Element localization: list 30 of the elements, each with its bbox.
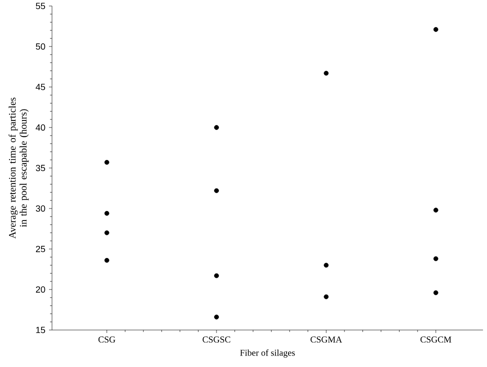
y-tick-label: 30 [36,205,46,212]
point [214,125,219,130]
x-tick-label: CSGCM [420,336,452,343]
point [104,258,110,263]
point [324,294,329,300]
point [104,230,110,236]
point [214,314,219,320]
y-tick-label: 45 [36,84,46,90]
point [324,70,329,76]
y-tick-label: 25 [36,246,46,252]
point [214,273,219,278]
point [104,160,110,165]
point [104,210,110,216]
point [433,27,438,32]
point [433,256,438,262]
y-tick-label: 55 [36,2,46,10]
point [324,262,329,268]
point [433,290,438,296]
x-tick-label: CSGSC [202,336,230,343]
y-tick-label: 35 [36,164,46,172]
y-tick-label: 40 [36,124,46,131]
point [433,208,438,213]
y-tick-label: 20 [36,286,46,293]
point [214,188,219,194]
y-tick-label: 15 [36,326,46,334]
y-tick-label: 50 [36,43,46,50]
x-tick-label: CSGMA [310,336,342,343]
x-axis-title: Fiber of silages [240,349,295,358]
y-axis-title: Average retention time of particles in the pool escapable (hours) [8,98,29,239]
x-tick-label: CSG [98,336,116,343]
